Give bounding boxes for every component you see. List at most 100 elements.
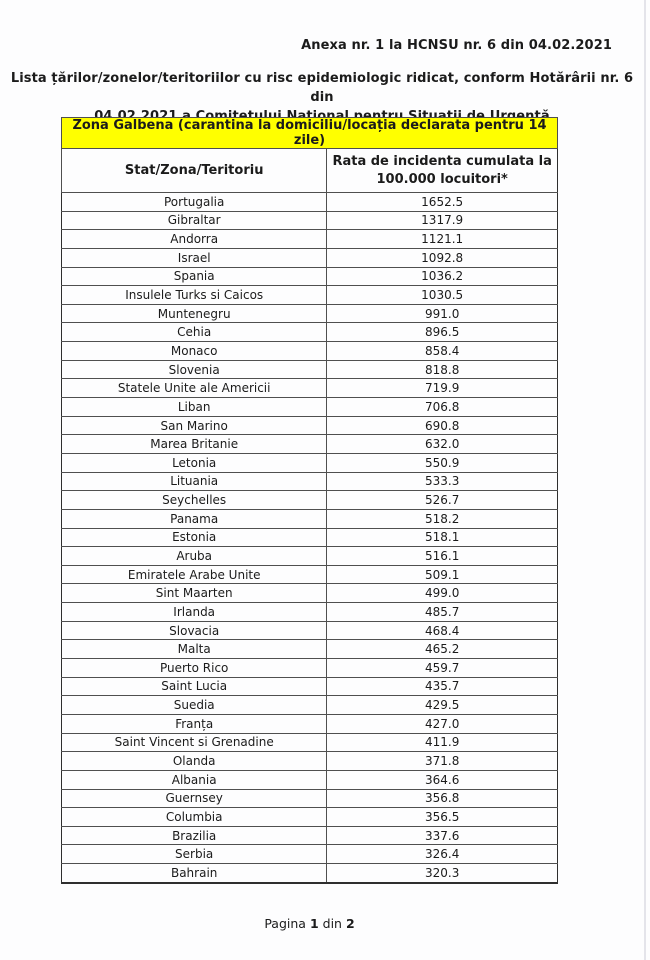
country-cell: Letonia [60, 452, 328, 473]
table-row: Statele Unite ale Americii 719.9 [60, 378, 558, 399]
rate-cell: 427.0 [326, 713, 558, 734]
country-cell: Marea Britanie [60, 434, 328, 454]
country-cell: Brazilia [60, 825, 328, 846]
rate-cell: 320.3 [326, 863, 558, 884]
rate-cell: 818.8 [326, 359, 558, 380]
zone-header: Zona Galbena (carantina la domiciliu/loc… [61, 117, 558, 149]
rate-cell: 719.9 [326, 378, 558, 399]
table-row: Emiratele Arabe Unite 509.1 [60, 564, 558, 585]
rate-cell: 465.2 [326, 639, 558, 660]
rate-cell: 706.8 [326, 397, 558, 417]
country-cell: Puerto Rico [60, 658, 328, 678]
country-cell: Andorra [60, 229, 328, 249]
rate-cell: 485.7 [326, 602, 558, 622]
table-row: Slovacia 468.4 [60, 620, 558, 641]
table-row: Brazilia 337.6 [60, 825, 558, 846]
country-cell: Serbia [60, 844, 328, 865]
table-row: Spania 1036.2 [60, 266, 558, 287]
country-cell: Statele Unite ale Americii [60, 378, 328, 399]
table-row: Puerto Rico 459.7 [60, 658, 558, 678]
country-cell: Insulele Turks si Caicos [60, 285, 328, 305]
country-cell: Muntenegru [60, 303, 328, 324]
rate-cell: 356.5 [326, 807, 558, 827]
country-cell: Columbia [60, 807, 328, 827]
footer-page-number: 1 [309, 916, 319, 931]
footer-label: Pagina [264, 916, 306, 931]
table-row: Olanda 371.8 [60, 751, 558, 771]
page-footer: Pagina 1 din 2 [61, 916, 558, 931]
rate-cell: 326.4 [326, 844, 558, 865]
table-row: Liban 706.8 [60, 397, 558, 417]
table-row: Suedia 429.5 [60, 695, 558, 715]
country-cell: Saint Lucia [60, 676, 328, 697]
table-row: Estonia 518.1 [60, 527, 558, 548]
country-cell: Seychelles [60, 490, 328, 510]
country-cell: Israel [60, 247, 328, 268]
footer-of-label: din [322, 916, 342, 931]
table-row: Aruba 516.1 [60, 546, 558, 566]
rate-cell: 516.1 [326, 546, 558, 566]
page-edge-shadow [644, 0, 646, 960]
rate-cell: 533.3 [326, 471, 558, 492]
zone-header-row: Zona Galbena (carantina la domiciliu/loc… [61, 117, 558, 149]
country-cell: Spania [60, 266, 328, 287]
document-title-line-1: Lista țărilor/zonelor/teritoriilor cu ri… [10, 71, 634, 105]
country-cell: Olanda [60, 751, 328, 771]
country-cell: Emiratele Arabe Unite [60, 564, 328, 585]
country-cell: Guernsey [60, 788, 328, 809]
rate-cell: 896.5 [326, 322, 558, 343]
rate-cell: 371.8 [326, 751, 558, 771]
table-row: Andorra 1121.1 [60, 229, 558, 249]
table-row: Serbia 326.4 [60, 844, 558, 865]
rate-cell: 518.1 [326, 527, 558, 548]
country-cell: Slovenia [60, 359, 328, 380]
rate-cell: 1092.8 [326, 247, 558, 268]
table-row: Slovenia 818.8 [60, 359, 558, 380]
table-row: Columbia 356.5 [60, 807, 558, 827]
country-cell: Malta [60, 639, 328, 660]
rate-cell: 518.2 [326, 508, 558, 529]
table-row: Monaco 858.4 [60, 341, 558, 361]
rate-cell: 1030.5 [326, 285, 558, 305]
column-header-stat: Stat/Zona/Teritoriu [60, 148, 328, 193]
annex-reference: Anexa nr. 1 la HCNSU nr. 6 din 04.02.202… [301, 38, 612, 53]
country-cell: San Marino [60, 415, 328, 436]
rate-cell: 337.6 [326, 825, 558, 846]
country-cell: Cehia [60, 322, 328, 343]
table-row: Sint Maarten 499.0 [60, 583, 558, 604]
rate-cell: 509.1 [326, 564, 558, 585]
table-row: Malta 465.2 [60, 639, 558, 660]
table-row: Irlanda 485.7 [60, 602, 558, 622]
country-cell: Panama [60, 508, 328, 529]
rate-cell: 550.9 [326, 452, 558, 473]
country-cell: Portugalia [60, 192, 328, 212]
table-row: Panama 518.2 [60, 508, 558, 529]
rate-cell: 1036.2 [326, 266, 558, 287]
rate-cell: 435.7 [326, 676, 558, 697]
table-row: Saint Vincent si Grenadine 411.9 [60, 732, 558, 753]
country-cell: Bahrain [60, 863, 328, 884]
table-row: Franța 427.0 [60, 713, 558, 734]
rate-cell: 858.4 [326, 341, 558, 361]
table-row: Saint Lucia 435.7 [60, 676, 558, 697]
column-header-row: Stat/Zona/Teritoriu Rata de incidenta cu… [60, 148, 558, 193]
table-row: Insulele Turks si Caicos 1030.5 [60, 285, 558, 305]
rate-cell: 468.4 [326, 620, 558, 641]
table-row: Bahrain 320.3 [60, 863, 558, 884]
table-row: Letonia 550.9 [60, 452, 558, 473]
country-cell: Monaco [60, 341, 328, 361]
rate-cell: 499.0 [326, 583, 558, 604]
rate-cell: 1652.5 [326, 192, 558, 212]
risk-country-table: Zona Galbena (carantina la domiciliu/loc… [60, 117, 558, 884]
country-cell: Saint Vincent si Grenadine [60, 732, 328, 753]
country-cell: Suedia [60, 695, 328, 715]
country-cell: Albania [60, 769, 328, 790]
rate-cell: 526.7 [326, 490, 558, 510]
country-cell: Irlanda [60, 602, 328, 622]
table-row: Portugalia 1652.5 [60, 192, 558, 212]
rate-cell: 459.7 [326, 658, 558, 678]
table-row: Seychelles 526.7 [60, 490, 558, 510]
country-cell: Slovacia [60, 620, 328, 641]
rate-cell: 632.0 [326, 434, 558, 454]
